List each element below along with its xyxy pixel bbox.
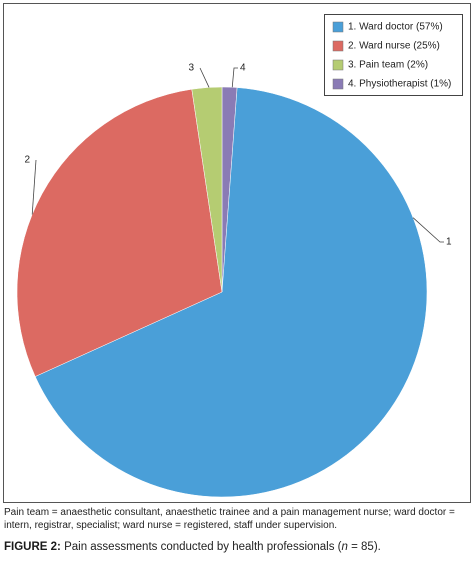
leader-line (199, 67, 210, 88)
legend-swatch (332, 21, 344, 33)
pie-slice (34, 87, 428, 498)
pie-slice (191, 86, 223, 293)
slice-label: 4 (240, 63, 246, 74)
caption: FIGURE 2: Pain assessments conducted by … (4, 541, 472, 553)
legend-box (324, 14, 463, 96)
chart-frame (3, 3, 471, 503)
slice-label: 3 (188, 63, 194, 74)
leader-line (31, 159, 37, 215)
slice-label: 1 (446, 237, 452, 248)
caption-label: FIGURE 2: (4, 541, 61, 553)
legend-label: 4. Physiotherapist (1%) (348, 79, 451, 90)
legend-swatch (332, 59, 344, 71)
pie-slice (16, 88, 223, 377)
leader-line (412, 217, 444, 243)
footnote: Pain team = anaesthetic consultant, anae… (4, 507, 455, 531)
caption-text-end: = 85). (347, 541, 381, 553)
legend-swatch (332, 78, 344, 90)
legend-label: 2. Ward nurse (25%) (348, 41, 440, 52)
slice-label: 2 (24, 155, 30, 166)
legend-label: 1. Ward doctor (57%) (348, 22, 443, 33)
legend-swatch (332, 40, 344, 52)
legend-label: 3. Pain team (2%) (348, 60, 428, 71)
chart: 1 2 3 4 1. Ward doctor (57%) 2. Ward nurse (2… (3, 3, 471, 503)
caption-n: n (341, 541, 348, 553)
leader-line (231, 67, 238, 88)
caption-text: Pain assessments conducted by health pro… (64, 541, 342, 553)
